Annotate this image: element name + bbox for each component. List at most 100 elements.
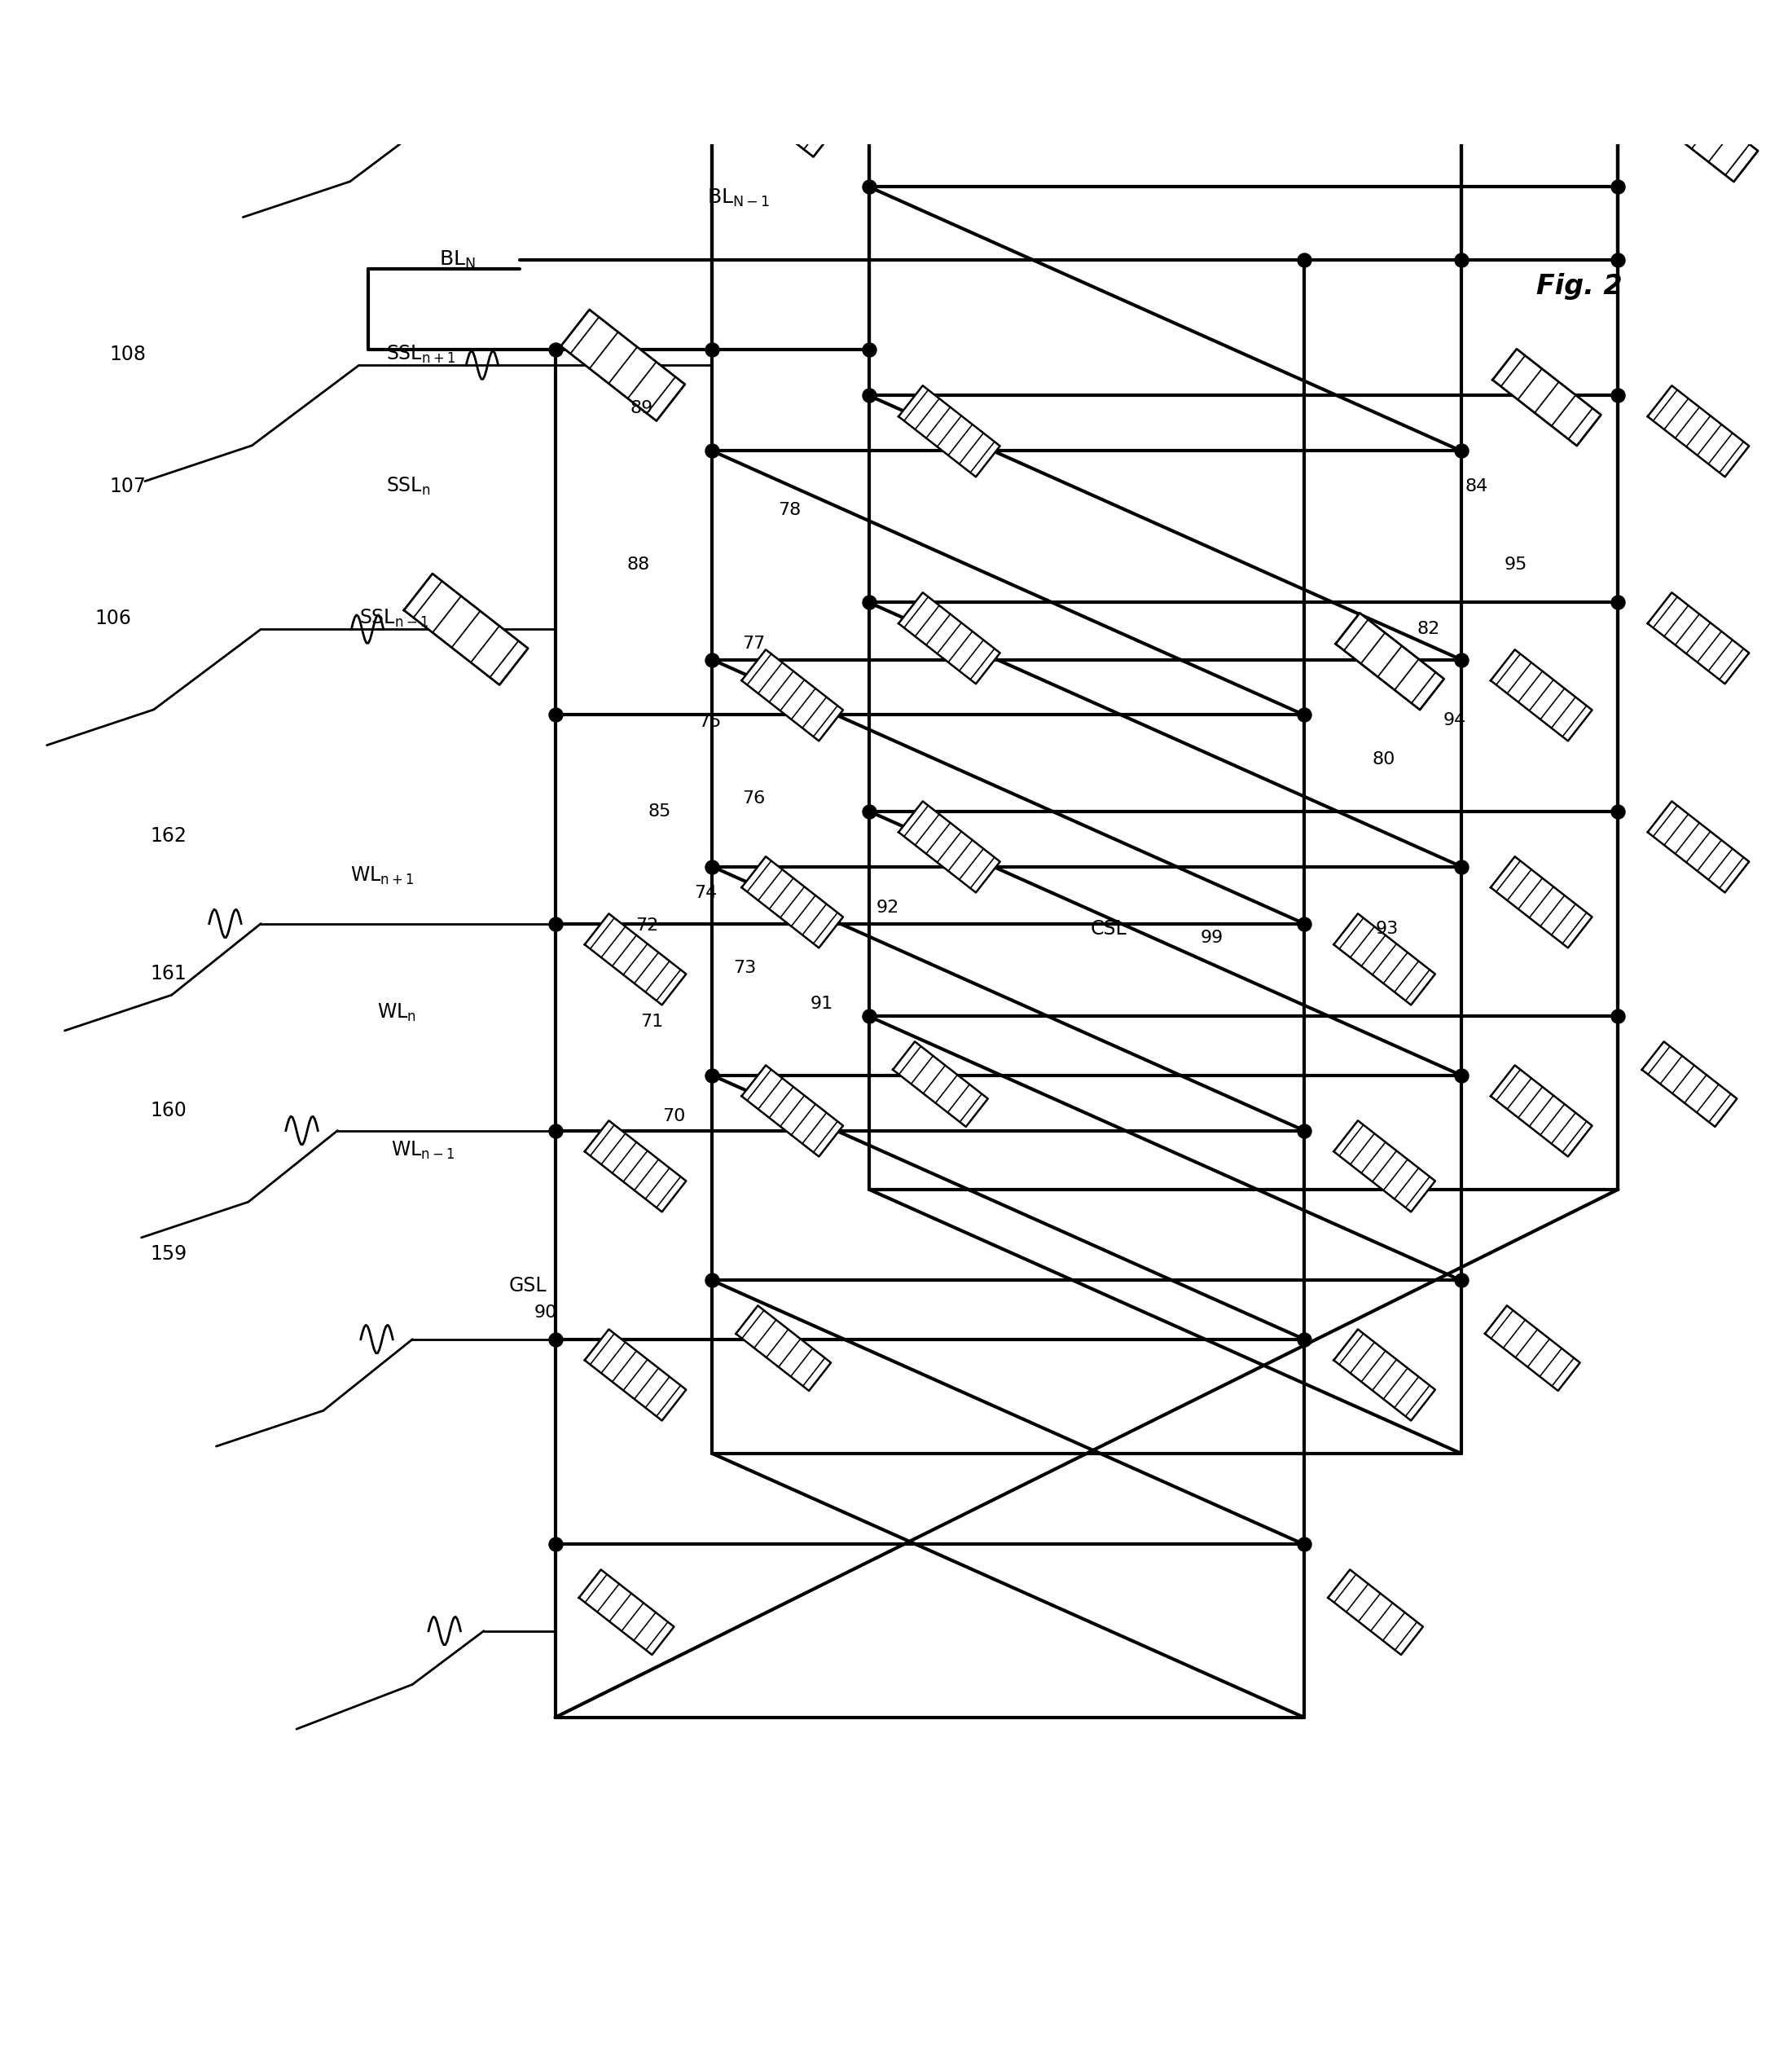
Point: [1604, 170, 1632, 203]
Polygon shape: [404, 574, 527, 686]
Polygon shape: [1334, 914, 1436, 1005]
Polygon shape: [742, 1065, 844, 1156]
Text: $\mathregular{SSL_{n+1}}$: $\mathregular{SSL_{n+1}}$: [386, 344, 454, 365]
Point: [1604, 796, 1632, 829]
Text: 70: 70: [662, 1109, 685, 1125]
Point: [540, 334, 569, 367]
Point: [855, 170, 883, 203]
Point: [1604, 242, 1632, 276]
Polygon shape: [899, 385, 999, 477]
Point: [1289, 1115, 1318, 1148]
Text: $\mathregular{BL_N}$: $\mathregular{BL_N}$: [440, 249, 476, 271]
Text: 75: 75: [697, 715, 721, 729]
Text: 78: 78: [778, 501, 801, 518]
Polygon shape: [579, 1571, 674, 1656]
Text: 73: 73: [733, 959, 756, 976]
Text: 85: 85: [647, 804, 670, 818]
Text: 160: 160: [150, 1100, 186, 1121]
Polygon shape: [899, 593, 999, 684]
Polygon shape: [585, 914, 687, 1005]
Text: $\mathregular{WL_{n-1}}$: $\mathregular{WL_{n-1}}$: [392, 1140, 454, 1160]
Text: 161: 161: [150, 963, 186, 984]
Polygon shape: [892, 1042, 989, 1127]
Point: [1289, 242, 1318, 276]
Text: $\mathregular{BL_{N-1}}$: $\mathregular{BL_{N-1}}$: [706, 186, 771, 207]
Polygon shape: [1334, 1121, 1436, 1212]
Polygon shape: [1647, 385, 1749, 477]
Text: 93: 93: [1375, 920, 1398, 937]
Point: [540, 1322, 569, 1355]
Polygon shape: [1491, 856, 1591, 947]
Point: [1446, 1264, 1475, 1297]
Text: 162: 162: [150, 827, 186, 845]
Text: 89: 89: [629, 400, 653, 416]
Point: [1446, 1059, 1475, 1092]
Point: [540, 698, 569, 731]
Polygon shape: [585, 1330, 687, 1421]
Polygon shape: [1328, 1571, 1423, 1656]
Point: [1289, 1322, 1318, 1355]
Polygon shape: [742, 651, 844, 742]
Point: [1446, 242, 1475, 276]
Polygon shape: [737, 1305, 831, 1390]
Text: 82: 82: [1416, 622, 1439, 638]
Point: [1289, 1527, 1318, 1560]
Polygon shape: [561, 309, 685, 421]
Polygon shape: [1650, 85, 1758, 182]
Text: 107: 107: [109, 477, 147, 497]
Text: 159: 159: [150, 1243, 188, 1264]
Text: 84: 84: [1464, 479, 1488, 495]
Point: [697, 642, 726, 675]
Polygon shape: [1334, 1330, 1436, 1421]
Text: CSL: CSL: [1091, 920, 1126, 939]
Text: 91: 91: [810, 997, 833, 1011]
Polygon shape: [1491, 1065, 1591, 1156]
Polygon shape: [585, 1121, 687, 1212]
Point: [1446, 642, 1475, 675]
Polygon shape: [717, 46, 842, 157]
Point: [697, 435, 726, 468]
Text: 92: 92: [876, 899, 899, 916]
Text: 95: 95: [1504, 557, 1527, 574]
Point: [1446, 435, 1475, 468]
Text: $\mathregular{WL_n}$: $\mathregular{WL_n}$: [377, 1003, 417, 1024]
Text: $\mathregular{SSL_n}$: $\mathregular{SSL_n}$: [386, 477, 431, 497]
Text: 94: 94: [1443, 713, 1466, 729]
Text: 71: 71: [640, 1013, 663, 1030]
Point: [540, 1115, 569, 1148]
Polygon shape: [1491, 651, 1591, 742]
Text: 72: 72: [635, 918, 658, 934]
Polygon shape: [1493, 348, 1600, 445]
Text: 106: 106: [95, 609, 132, 628]
Point: [1446, 850, 1475, 883]
Point: [697, 1264, 726, 1297]
Text: 88: 88: [626, 557, 649, 574]
Point: [540, 1527, 569, 1560]
Point: [855, 379, 883, 412]
Point: [1604, 1001, 1632, 1034]
Polygon shape: [1647, 802, 1749, 893]
Text: $\mathregular{SSL_{n-1}}$: $\mathregular{SSL_{n-1}}$: [359, 607, 429, 630]
Point: [1289, 698, 1318, 731]
Text: $\mathregular{WL_{n+1}}$: $\mathregular{WL_{n+1}}$: [350, 864, 415, 887]
Point: [697, 334, 726, 367]
Text: GSL: GSL: [510, 1276, 547, 1295]
Text: 80: 80: [1371, 752, 1395, 767]
Polygon shape: [899, 802, 999, 893]
Polygon shape: [1486, 1305, 1581, 1390]
Text: 74: 74: [694, 885, 717, 901]
Text: 108: 108: [109, 344, 147, 365]
Polygon shape: [1336, 613, 1445, 711]
Polygon shape: [742, 856, 844, 947]
Point: [697, 1059, 726, 1092]
Text: 77: 77: [742, 636, 765, 653]
Point: [855, 586, 883, 620]
Polygon shape: [1641, 1042, 1736, 1127]
Point: [1604, 586, 1632, 620]
Text: 99: 99: [1202, 930, 1223, 947]
Point: [855, 796, 883, 829]
Point: [1289, 908, 1318, 941]
Text: 90: 90: [535, 1305, 556, 1320]
Point: [540, 908, 569, 941]
Text: Fig. 2: Fig. 2: [1536, 274, 1622, 300]
